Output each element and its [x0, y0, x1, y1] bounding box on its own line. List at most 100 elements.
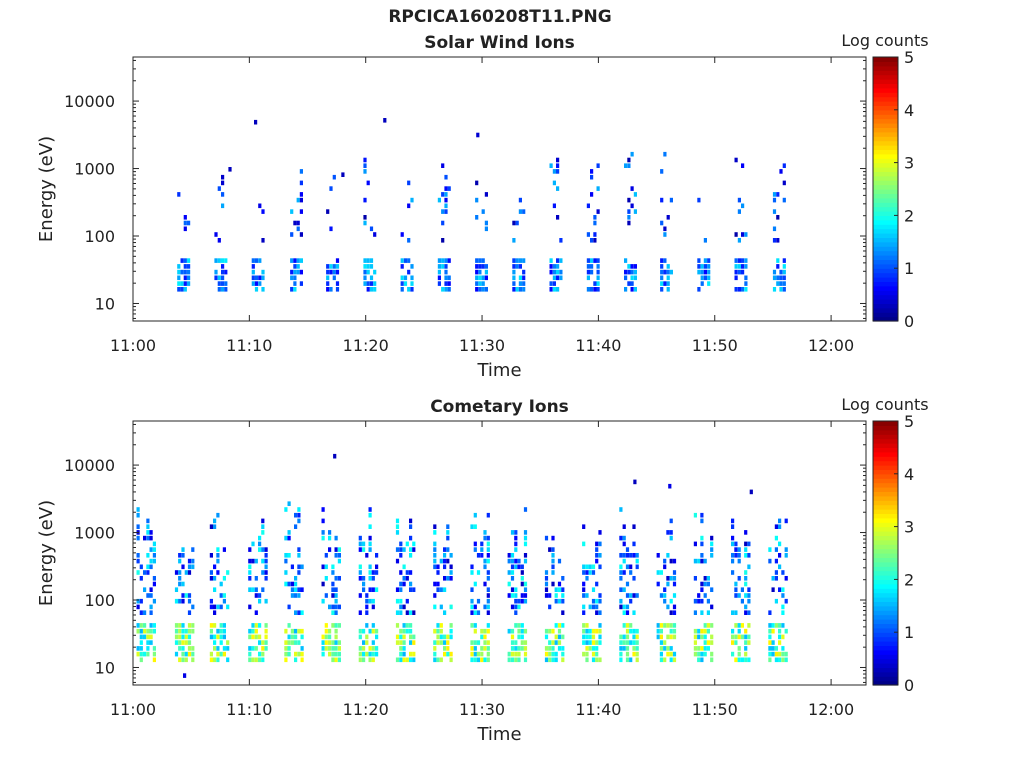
data-cell	[514, 623, 518, 628]
data-cell	[554, 598, 558, 604]
data-cell	[441, 264, 445, 269]
data-cell	[523, 553, 528, 558]
data-cell	[693, 541, 697, 547]
colorbar-tick-label: 1	[904, 623, 914, 642]
colorbar-segment	[873, 447, 898, 453]
data-cell	[209, 657, 213, 663]
data-cell	[672, 623, 677, 628]
data-cell	[213, 564, 217, 570]
data-cell	[484, 287, 488, 292]
data-cell	[663, 151, 667, 157]
colorbar-segment	[873, 535, 898, 541]
data-cell	[598, 530, 602, 535]
colorbar-segment	[873, 654, 898, 660]
data-cell	[152, 553, 156, 558]
data-cell	[737, 651, 741, 657]
data-cell	[178, 634, 182, 640]
data-cell	[632, 610, 636, 615]
data-cell	[660, 264, 664, 269]
data-cell	[324, 576, 328, 581]
data-cell	[544, 657, 549, 663]
data-cell	[409, 610, 413, 615]
data-cell	[710, 547, 714, 552]
data-cell	[321, 507, 325, 512]
data-cell	[287, 640, 291, 645]
data-cell	[776, 238, 780, 243]
data-cell	[264, 628, 268, 634]
data-cell	[221, 203, 225, 209]
data-cell	[635, 593, 639, 598]
data-cell	[443, 564, 447, 570]
data-cell	[747, 623, 751, 628]
data-cell	[297, 640, 301, 645]
data-cell	[290, 593, 294, 598]
data-cell	[296, 197, 300, 203]
data-cell	[365, 640, 369, 645]
data-cell	[400, 264, 404, 269]
data-cell	[368, 651, 372, 657]
data-cell	[707, 264, 711, 269]
data-cell	[446, 530, 450, 535]
data-cell	[433, 657, 437, 663]
data-cell	[663, 598, 667, 604]
data-cell	[254, 275, 259, 281]
data-cell	[261, 518, 265, 524]
data-cell	[251, 623, 255, 628]
y-tick-label: 10000	[64, 92, 115, 111]
data-cell	[254, 623, 258, 628]
data-cell	[146, 593, 150, 598]
data-cell	[407, 203, 411, 209]
data-cell	[362, 547, 366, 552]
data-cell	[209, 623, 213, 628]
colorbar-segment	[873, 671, 898, 677]
data-cell	[443, 640, 447, 645]
data-cell	[554, 593, 558, 598]
data-cell	[554, 657, 558, 663]
data-cell	[744, 264, 748, 269]
data-cell	[441, 258, 445, 263]
y-tick-label: 1000	[74, 524, 115, 543]
y-axis-label: Energy (eV)	[36, 136, 57, 242]
data-cell	[143, 628, 147, 634]
data-cell	[331, 564, 335, 570]
data-cell	[264, 646, 268, 651]
data-cell	[478, 287, 482, 292]
data-cell	[782, 275, 786, 281]
data-cell	[697, 258, 701, 263]
data-cell	[366, 180, 370, 186]
data-cell	[174, 570, 179, 575]
data-cell	[672, 657, 677, 663]
data-cell	[590, 264, 594, 269]
data-cell	[409, 524, 413, 529]
data-cell	[484, 226, 488, 232]
data-cell	[517, 634, 521, 640]
data-cell	[672, 576, 677, 581]
data-cell	[774, 558, 778, 564]
data-cell	[251, 258, 255, 263]
data-cell	[659, 623, 663, 628]
data-cell	[669, 269, 673, 275]
data-cell	[557, 558, 562, 564]
data-cell	[297, 547, 301, 552]
data-cell	[776, 215, 780, 220]
data-cell	[441, 287, 445, 292]
data-cell	[373, 232, 377, 237]
data-cell	[741, 203, 745, 209]
data-cell	[744, 610, 748, 615]
data-cell	[444, 258, 448, 263]
data-cell	[781, 634, 785, 640]
data-cell	[700, 587, 704, 592]
data-cell	[149, 628, 153, 634]
data-cell	[697, 287, 701, 292]
colorbar-segment	[873, 105, 898, 111]
data-cell	[549, 264, 553, 269]
heatmap-cells	[177, 118, 786, 292]
data-cell	[213, 524, 217, 529]
data-cell	[412, 634, 416, 640]
data-cell	[407, 287, 411, 292]
data-cell	[470, 564, 474, 570]
data-cell	[299, 209, 303, 214]
data-cell	[139, 598, 143, 604]
data-cell	[324, 634, 328, 640]
data-cell	[522, 281, 526, 286]
